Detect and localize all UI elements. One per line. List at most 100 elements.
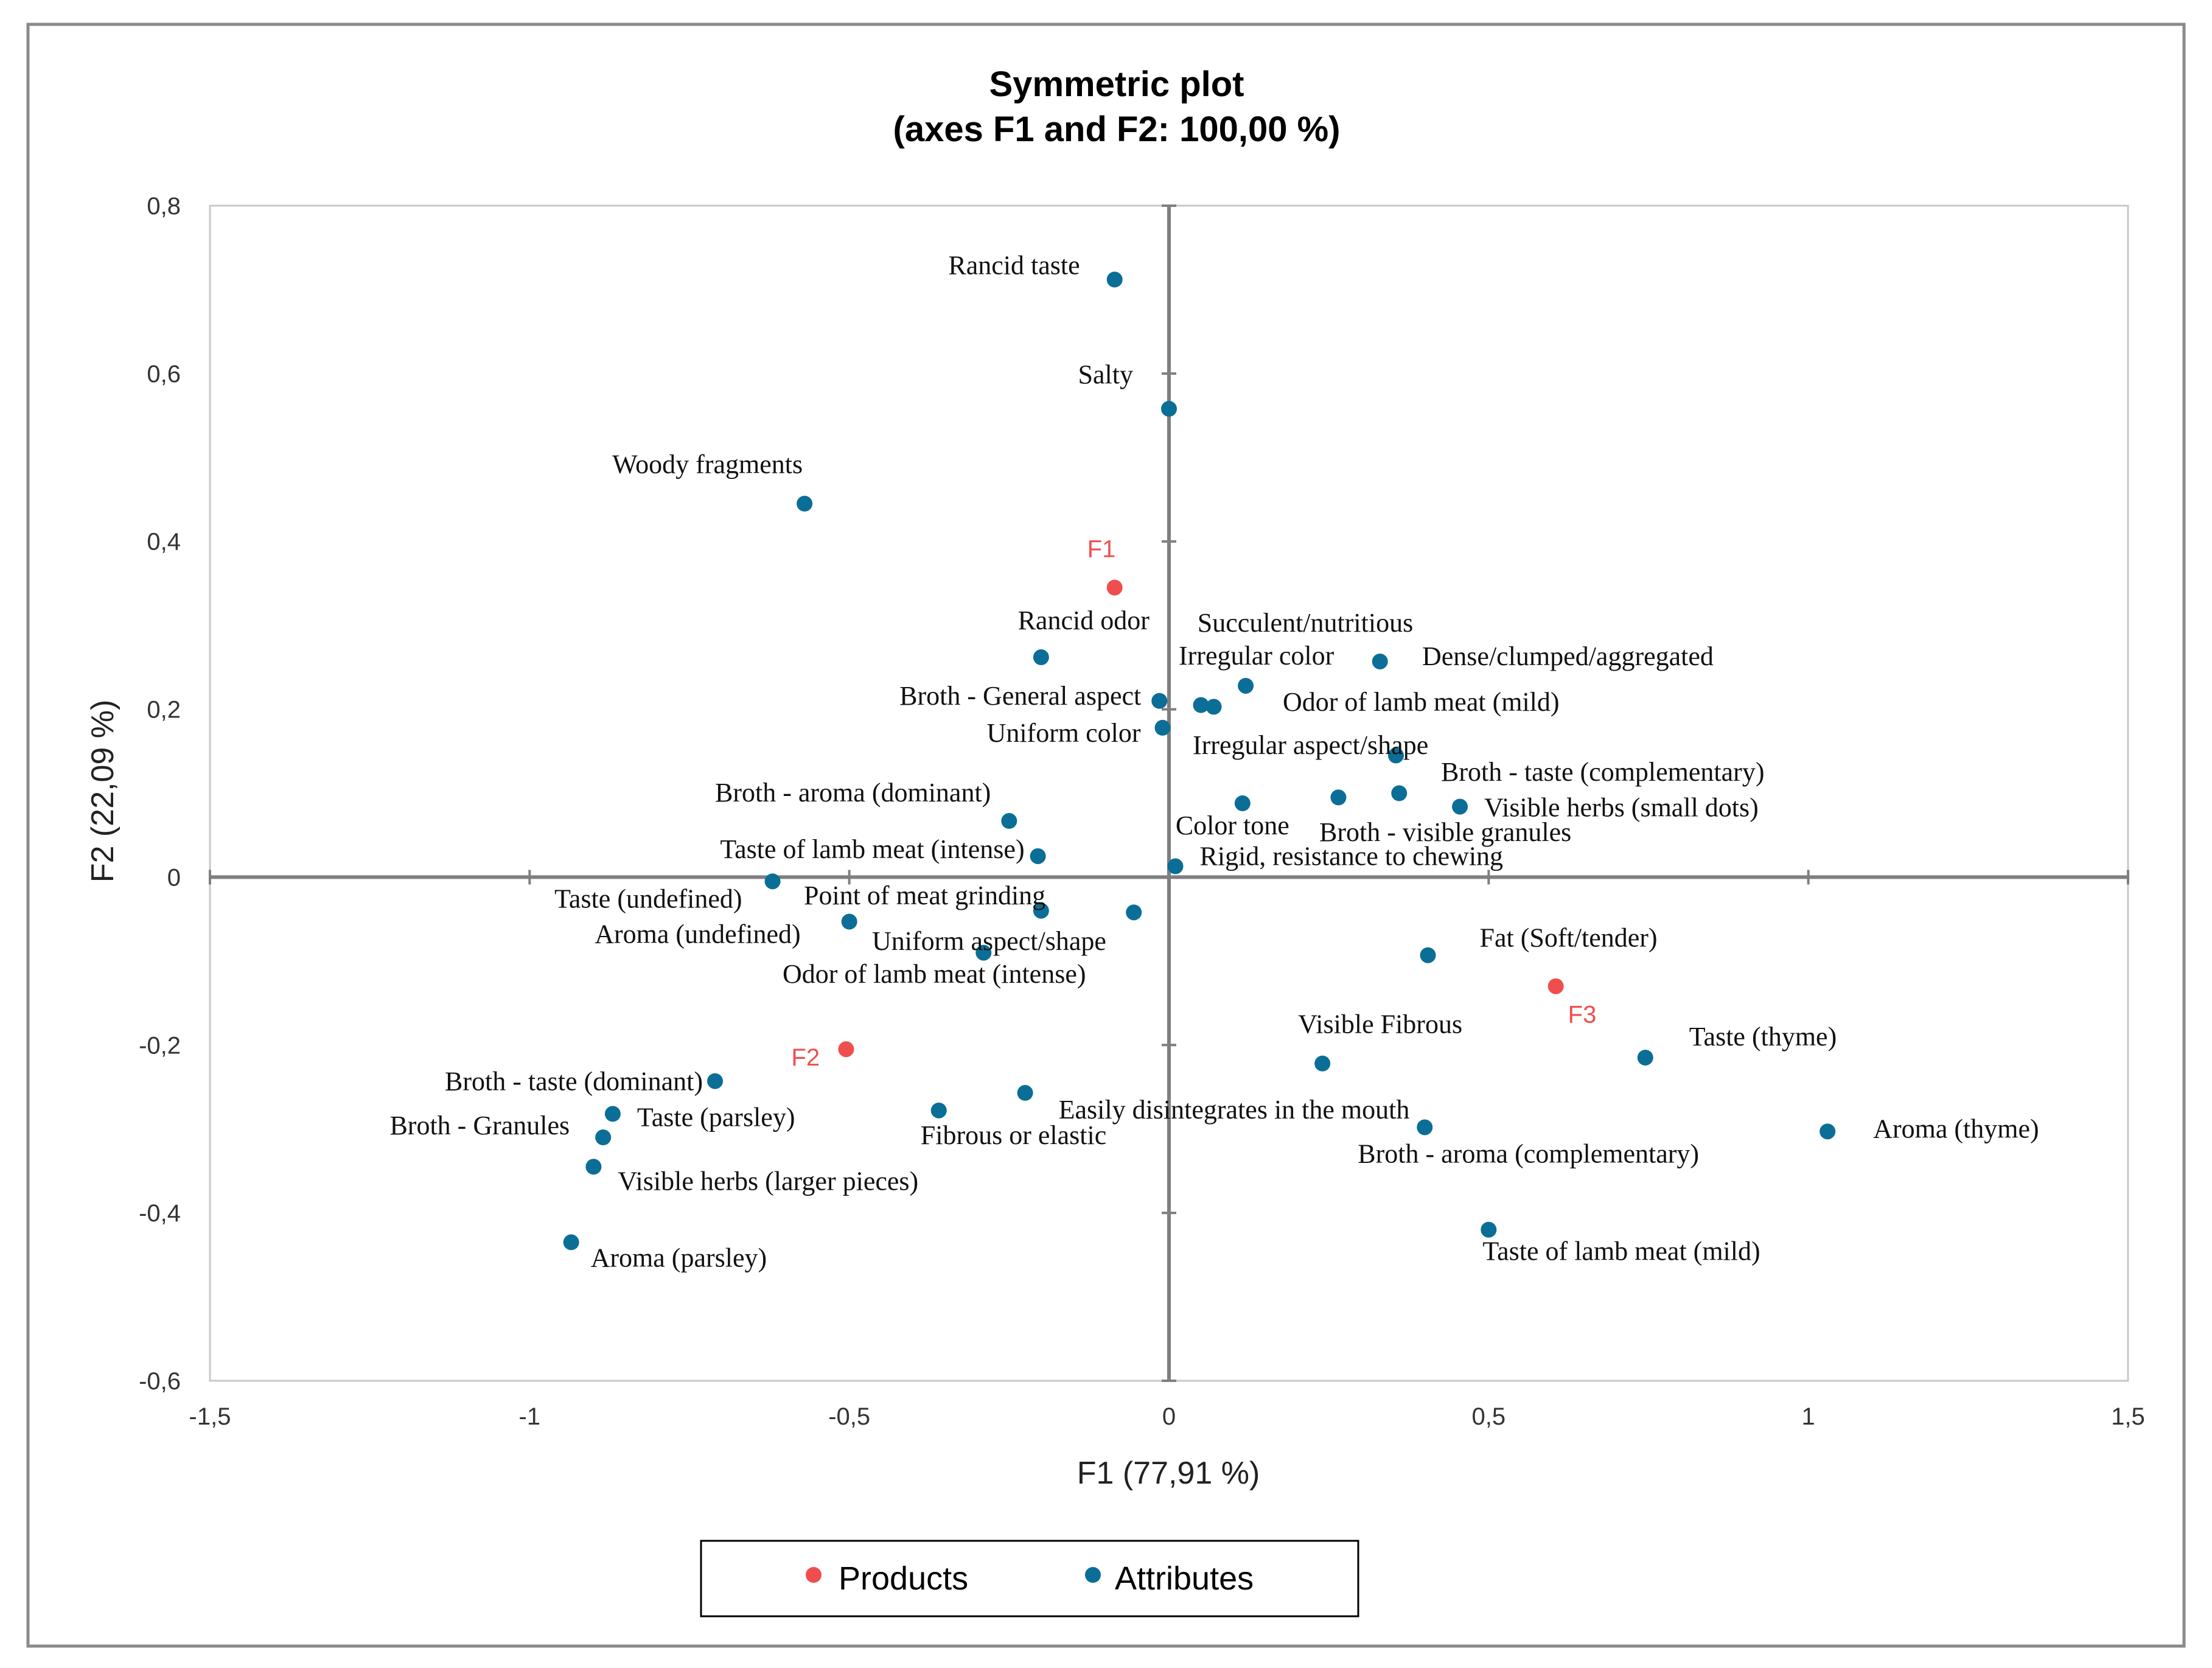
x-tick-label: -0,5 <box>828 1403 870 1430</box>
attribute-point-uniform-aspect-shape <box>1126 904 1142 921</box>
attribute-point-odor-of-lamb-meat-intense <box>975 944 992 961</box>
attribute-label-taste-undefined: Taste (undefined) <box>554 884 742 913</box>
attribute-point-odor-of-lamb-meat-mild <box>1193 697 1209 713</box>
y-tick-label: -0,4 <box>139 1200 181 1227</box>
y-axis-title: F2 (22,09 %) <box>85 700 120 883</box>
attribute-point-visible-fibrous <box>1314 1055 1331 1072</box>
attribute-point-color-tone <box>1234 795 1251 812</box>
attribute-point-rancid-taste <box>1106 271 1123 288</box>
x-tick-label: 1 <box>1802 1403 1815 1430</box>
attribute-label-uniform-color: Uniform color <box>987 718 1141 748</box>
y-tick-label: 0,6 <box>147 361 181 388</box>
product-label-f1: F1 <box>1087 536 1116 563</box>
attribute-point-taste-undefined <box>764 873 781 890</box>
product-label-f2: F2 <box>791 1044 820 1071</box>
chart-title: Symmetric plot <box>989 65 1244 104</box>
attribute-label-rigid-resistance-to-chewing: Rigid, resistance to chewing <box>1200 841 1504 871</box>
attribute-point-broth-aroma-dominant <box>1001 813 1017 829</box>
attribute-label-aroma-parsley: Aroma (parsley) <box>591 1243 767 1272</box>
attribute-point-easily-disintegrates-in-the-mouth <box>1017 1084 1033 1101</box>
product-label-f3: F3 <box>1568 1002 1597 1028</box>
attribute-point-fat-soft-tender <box>1420 947 1436 963</box>
product-point-f2 <box>838 1041 854 1058</box>
attribute-label-color-tone: Color tone <box>1176 811 1289 840</box>
attribute-label-odor-of-lamb-meat-intense: Odor of lamb meat (intense) <box>783 959 1086 989</box>
x-tick-label: 0,5 <box>1472 1403 1506 1430</box>
y-tick-label: 0,4 <box>147 529 181 556</box>
attribute-point-taste-of-lamb-meat-intense <box>1030 848 1046 864</box>
attribute-point-aroma-undefined <box>841 913 857 930</box>
attribute-label-visible-fibrous: Visible Fibrous <box>1298 1010 1462 1039</box>
x-axis-title: F1 (77,91 %) <box>1077 1456 1260 1491</box>
legend-attributes-marker <box>1085 1567 1101 1583</box>
attribute-point-rancid-odor <box>1033 649 1049 666</box>
attribute-point-taste-thyme <box>1637 1049 1653 1066</box>
attribute-point-visible-herbs-larger-pieces <box>585 1159 602 1175</box>
attribute-point-visible-herbs-small-dots <box>1452 798 1468 815</box>
attribute-label-irregular-color: Irregular color <box>1179 641 1335 671</box>
legend-products-label: Products <box>839 1560 968 1597</box>
x-tick-label: 0 <box>1162 1403 1176 1430</box>
attribute-point-rigid-resistance-to-chewing <box>1167 858 1184 874</box>
x-tick-label: -1 <box>519 1403 541 1430</box>
attribute-label-fibrous-or-elastic: Fibrous or elastic <box>921 1120 1107 1150</box>
attribute-label-odor-of-lamb-meat-mild: Odor of lamb meat (mild) <box>1283 687 1560 717</box>
point-labels: F1 F2 F3 Rancid taste Salty Woody fragments Ra… <box>389 250 2039 1272</box>
attribute-point-taste-of-lamb-meat-mild <box>1481 1221 1497 1238</box>
attribute-point-aroma-parsley <box>563 1234 579 1251</box>
attribute-label-broth-taste-complementary: Broth - taste (complementary) <box>1441 757 1764 787</box>
attribute-point-uniform-color <box>1154 719 1171 736</box>
legend-attributes-label: Attributes <box>1115 1560 1254 1597</box>
y-tick-label: 0,2 <box>147 697 181 724</box>
axes-layer <box>209 204 2129 1382</box>
attribute-point-broth-visible-granules <box>1330 789 1347 806</box>
y-tick-label: 0 <box>167 864 181 891</box>
chart-subtitle: (axes F1 and F2: 100,00 %) <box>893 110 1341 149</box>
attribute-label-point-of-meat-grinding: Point of meat grinding <box>804 881 1045 910</box>
attribute-label-aroma-thyme: Aroma (thyme) <box>1873 1114 2039 1143</box>
x-tick-label: -1,5 <box>189 1403 231 1430</box>
data-points <box>563 271 1836 1251</box>
y-tick-label: 0,8 <box>147 193 181 220</box>
attribute-label-visible-herbs-larger-pieces: Visible herbs (larger pieces) <box>618 1166 918 1196</box>
attribute-point-succulent-nutritious <box>1372 653 1388 669</box>
product-point-f1 <box>1106 579 1123 596</box>
attribute-label-irregular-aspect-shape: Irregular aspect/shape <box>1193 730 1428 760</box>
attribute-label-salty: Salty <box>1078 360 1133 389</box>
attribute-point-aroma-thyme <box>1819 1123 1836 1140</box>
legend: Products Attributes <box>700 1540 1359 1617</box>
attribute-point-broth-taste-dominant <box>707 1073 724 1089</box>
y-tick-label: -0,6 <box>139 1368 181 1395</box>
attribute-label-broth-visible-granules: Broth - visible granules <box>1319 817 1571 847</box>
attribute-label-woody-fragments: Woody fragments <box>612 450 803 480</box>
attribute-label-broth-taste-dominant: Broth - taste (dominant) <box>445 1067 703 1097</box>
attribute-point-woody-fragments <box>797 495 813 512</box>
y-tick-label: -0,2 <box>139 1032 181 1059</box>
attribute-label-uniform-aspect-shape: Uniform aspect/shape <box>872 926 1106 956</box>
attribute-label-broth-aroma-dominant: Broth - aroma (dominant) <box>715 778 991 808</box>
attribute-label-fat-soft-tender: Fat (Soft/tender) <box>1480 923 1658 953</box>
legend-products-marker <box>806 1567 822 1583</box>
attribute-label-easily-disintegrates-in-the-mouth: Easily disintegrates in the mouth <box>1059 1095 1410 1125</box>
attribute-label-succulent-nutritious: Succulent/nutritious <box>1198 608 1413 638</box>
attribute-point-taste-parsley <box>604 1106 621 1122</box>
attribute-label-rancid-taste: Rancid taste <box>948 250 1080 280</box>
tick-labels: -1,5 -1 -0,5 0 0,5 1 1,5 -0,6 -0,4 -0,2 0 0,2 0,4 0,6… <box>139 193 2145 1430</box>
attribute-label-taste-parsley: Taste (parsley) <box>637 1102 795 1132</box>
attribute-point-fibrous-or-elastic <box>930 1102 947 1118</box>
attribute-label-broth-general-aspect: Broth - General aspect <box>899 681 1141 711</box>
attribute-point-irregular-color <box>1238 677 1254 694</box>
attribute-label-taste-of-lamb-meat-mild: Taste of lamb meat (mild) <box>1482 1237 1760 1266</box>
product-point-f3 <box>1547 978 1564 994</box>
attribute-point-salty <box>1161 400 1177 417</box>
legend-box <box>700 1540 1359 1617</box>
attribute-point-point-of-meat-grinding <box>1033 902 1049 919</box>
attribute-label-broth-granules: Broth - Granules <box>389 1111 570 1140</box>
attribute-point-broth-granules <box>595 1129 612 1146</box>
attribute-label-dense-clumped-aggregated: Dense/clumped/aggregated <box>1422 641 1714 671</box>
attribute-point-broth-general-aspect <box>1151 693 1168 709</box>
attribute-label-taste-thyme: Taste (thyme) <box>1689 1022 1837 1052</box>
attribute-label-visible-herbs-small-dots: Visible herbs (small dots) <box>1484 793 1759 823</box>
attribute-label-rancid-odor: Rancid odor <box>1018 605 1150 635</box>
